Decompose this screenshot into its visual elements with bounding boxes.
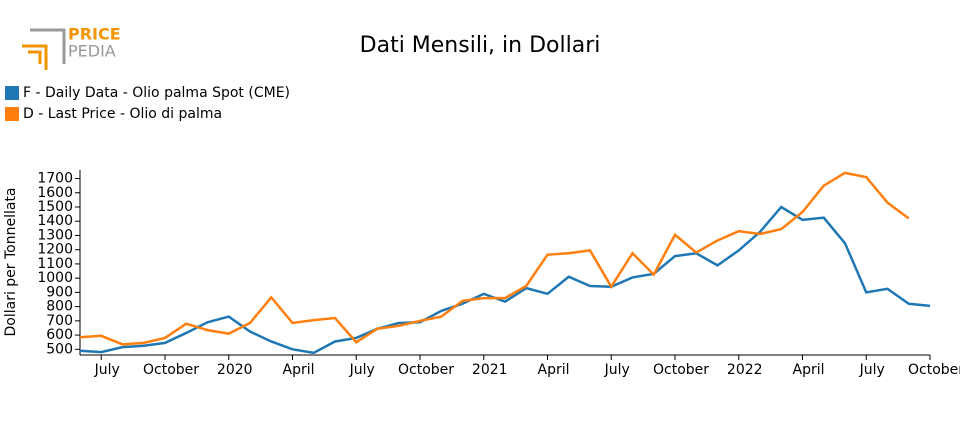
- x-tick-label: July: [349, 362, 375, 378]
- x-tick-label: October: [398, 362, 454, 378]
- logo-text: PEDIA: [68, 42, 116, 61]
- y-tick-label: 1600: [37, 185, 73, 201]
- y-tick-label: 800: [46, 299, 73, 315]
- y-tick-label: 1400: [37, 213, 73, 229]
- legend-label: D - Last Price - Olio di palma: [23, 106, 222, 122]
- x-tick-label: 2022: [727, 362, 763, 378]
- y-tick-label: 700: [46, 313, 73, 329]
- y-tick-label: 900: [46, 284, 73, 300]
- x-tick-label: July: [94, 362, 120, 378]
- chart-title: Dati Mensili, in Dollari: [360, 33, 601, 58]
- x-tick-label: 2020: [217, 362, 253, 378]
- legend-label: F - Daily Data - Olio palma Spot (CME): [23, 85, 290, 101]
- y-tick-label: 600: [46, 327, 73, 343]
- y-tick-label: 1700: [37, 171, 73, 187]
- y-tick-label: 1000: [37, 270, 73, 286]
- y-axis-label: Dollari per Tonnellata: [3, 187, 19, 336]
- logo-text: PRICE: [68, 25, 121, 44]
- y-tick-label: 1500: [37, 199, 73, 215]
- x-tick-label: October: [908, 362, 960, 378]
- legend-swatch: [5, 86, 19, 100]
- x-tick-label: October: [143, 362, 199, 378]
- x-tick-label: April: [538, 362, 570, 378]
- y-tick-label: 1100: [37, 256, 73, 272]
- y-tick-label: 500: [46, 341, 73, 357]
- x-tick-label: 2021: [472, 362, 508, 378]
- legend-swatch: [5, 107, 19, 121]
- series-line: [79, 171, 910, 346]
- x-tick-label: July: [859, 362, 885, 378]
- logo: PRICE PEDIA: [22, 25, 121, 70]
- x-tick-label: April: [793, 362, 825, 378]
- x-tick-label: July: [604, 362, 630, 378]
- y-tick-label: 1200: [37, 242, 73, 258]
- series-line: [79, 205, 931, 355]
- y-tick-label: 1300: [37, 227, 73, 243]
- x-tick-label: October: [653, 362, 709, 378]
- x-tick-label: April: [283, 362, 315, 378]
- logo-mark: [22, 44, 48, 70]
- logo-mark: [30, 28, 66, 64]
